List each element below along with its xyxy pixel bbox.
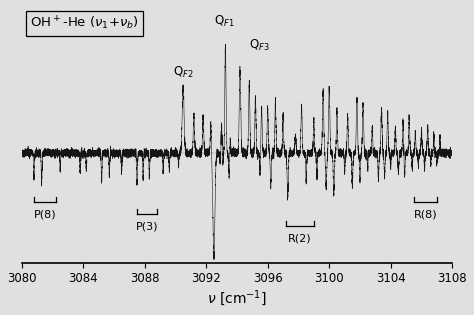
Text: Q$_{F1}$: Q$_{F1}$ — [214, 14, 235, 29]
Text: P(8): P(8) — [34, 209, 56, 219]
Text: P(3): P(3) — [136, 221, 158, 231]
Text: OH$^+$-He ($\nu_1$+$\nu_b$): OH$^+$-He ($\nu_1$+$\nu_b$) — [30, 14, 139, 32]
Text: R(2): R(2) — [288, 233, 312, 243]
X-axis label: $\nu$ [cm$^{-1}$]: $\nu$ [cm$^{-1}$] — [207, 288, 267, 308]
Text: R(8): R(8) — [413, 209, 437, 219]
Text: Q$_{F2}$: Q$_{F2}$ — [173, 65, 193, 80]
Text: Q$_{F3}$: Q$_{F3}$ — [249, 38, 270, 53]
